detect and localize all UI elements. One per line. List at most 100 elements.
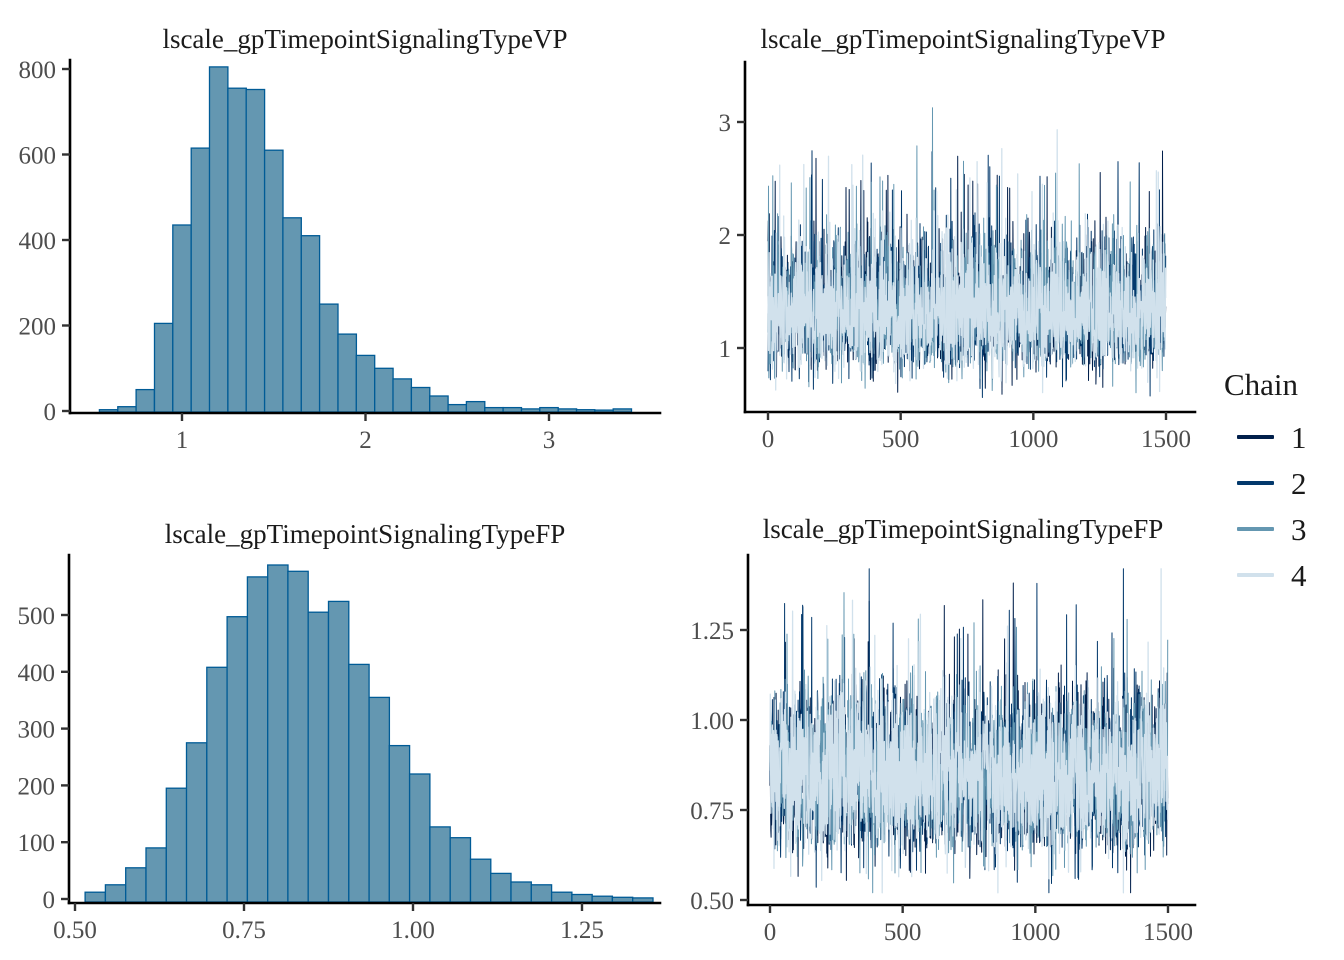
histogram-bar [117, 406, 137, 413]
histogram-bar [300, 235, 321, 413]
histogram-bar [449, 837, 472, 903]
svg-text:1000: 1000 [1010, 919, 1060, 946]
histogram-bar [307, 611, 330, 903]
histogram-bar [550, 891, 573, 903]
histogram-bar [408, 773, 431, 903]
chain-2-line-swatch [1237, 481, 1274, 486]
svg-text:1500: 1500 [1143, 919, 1193, 946]
tick-marks [737, 120, 1168, 420]
svg-text:200: 200 [18, 773, 56, 800]
legend-label: 4 [1291, 557, 1307, 593]
histogram-bar [245, 88, 266, 413]
svg-text:100: 100 [18, 830, 56, 857]
histogram-panel-fp: lscale_gpTimepointSignalingTypeFP 0 100 200… [0, 480, 672, 960]
svg-text:500: 500 [18, 603, 56, 630]
histogram-bar [520, 408, 541, 413]
svg-text:1.00: 1.00 [391, 917, 435, 944]
trace_fp-svg: lscale_gpTimepointSignalingTypeFP 0.50 0.7… [690, 514, 1197, 946]
trace-lines [769, 568, 1169, 894]
histogram-bars [98, 66, 633, 413]
svg-text:300: 300 [18, 717, 56, 744]
tick-labels: 0.50 0.75 1.00 1.25 0 500 1000 1500 [690, 618, 1193, 946]
histogram-bar [469, 858, 492, 903]
svg-text:1000: 1000 [1008, 426, 1058, 453]
svg-text:400: 400 [18, 660, 56, 687]
histogram-bar [267, 564, 289, 903]
histogram-bar [557, 408, 578, 413]
histogram-bar [502, 406, 523, 413]
histogram-bar [490, 872, 512, 903]
chain-3-line-swatch [1237, 527, 1274, 532]
histogram-bar [84, 891, 107, 903]
svg-text:1.00: 1.00 [690, 708, 734, 735]
histogram-bar [429, 395, 449, 413]
histogram-bar [539, 406, 559, 413]
histogram-bar [611, 896, 634, 903]
tick-marks [61, 613, 584, 911]
trace-panel-vp: lscale_gpTimepointSignalingTypeVP 1 2 3 0 500… [672, 0, 1212, 470]
svg-text:0: 0 [764, 919, 777, 946]
histogram-bar [348, 663, 370, 903]
histogram-bar [135, 388, 156, 413]
histogram-panel-vp: lscale_gpTimepointSignalingTypeVP 0 200 400… [0, 0, 672, 470]
legend-label: 3 [1291, 511, 1307, 547]
svg-text:0: 0 [762, 426, 775, 453]
svg-text:1: 1 [719, 336, 732, 363]
trace-lines [767, 107, 1167, 398]
histogram-bar [172, 224, 192, 413]
histogram-bar [374, 367, 394, 413]
histogram-bar [575, 409, 596, 413]
tick-labels: 1 2 3 0 500 1000 1500 [719, 110, 1191, 453]
legend-label: 2 [1291, 465, 1307, 501]
svg-text:200: 200 [19, 314, 57, 341]
svg-text:0.50: 0.50 [690, 888, 734, 915]
legend-label: 1 [1291, 419, 1307, 455]
trace_vp-svg: lscale_gpTimepointSignalingTypeVP 1 2 3 0 500… [719, 24, 1197, 453]
svg-text:3: 3 [719, 110, 732, 137]
histogram-bar [318, 303, 339, 413]
tick-labels: 0 200 400 600 800 1 2 3 [19, 57, 556, 454]
tick-marks [740, 628, 1170, 913]
legend-item-chain-1: 1 [1222, 414, 1342, 460]
tick-marks [62, 67, 551, 421]
svg-text:3: 3 [543, 427, 556, 454]
histogram-bar [368, 696, 391, 903]
histogram-bar [591, 895, 614, 903]
svg-text:0: 0 [44, 399, 57, 426]
histogram-bar [246, 576, 269, 903]
svg-text:500: 500 [884, 919, 922, 946]
svg-text:1.25: 1.25 [690, 618, 734, 645]
histogram-bar [355, 354, 376, 413]
svg-text:400: 400 [19, 228, 57, 255]
trace-panel-fp: lscale_gpTimepointSignalingTypeFP 0.50 0.7… [672, 480, 1212, 960]
panel-title: lscale_gpTimepointSignalingTypeFP [165, 519, 566, 549]
histogram-bar [632, 897, 654, 903]
histogram-bar [153, 322, 174, 413]
svg-text:600: 600 [19, 143, 57, 170]
histogram-bar [510, 881, 532, 903]
histogram-bar [530, 884, 553, 903]
trace-line-chain-4 [769, 568, 1169, 894]
svg-text:2: 2 [719, 223, 732, 250]
histogram-bar [612, 408, 633, 413]
histogram-bar [98, 409, 119, 413]
svg-text:0.75: 0.75 [222, 917, 266, 944]
hist_fp-svg: lscale_gpTimepointSignalingTypeFP 0 100 200… [18, 519, 662, 944]
histogram-bar [145, 847, 167, 903]
histogram-bar [282, 217, 302, 413]
svg-text:800: 800 [19, 57, 57, 84]
histogram-bar [327, 600, 350, 903]
svg-text:2: 2 [359, 427, 372, 454]
histogram-bar [429, 826, 451, 903]
histogram-bar [571, 893, 593, 903]
histogram-bar [410, 386, 431, 413]
histogram-bar [208, 66, 229, 413]
histogram-bar [263, 149, 284, 413]
histogram-bar [185, 742, 208, 903]
legend-item-chain-4: 4 [1222, 552, 1342, 598]
svg-text:1: 1 [176, 427, 189, 454]
axes [746, 553, 1197, 907]
chain-1-line-swatch [1237, 435, 1274, 440]
histogram-bar [337, 333, 358, 413]
svg-text:500: 500 [882, 426, 920, 453]
